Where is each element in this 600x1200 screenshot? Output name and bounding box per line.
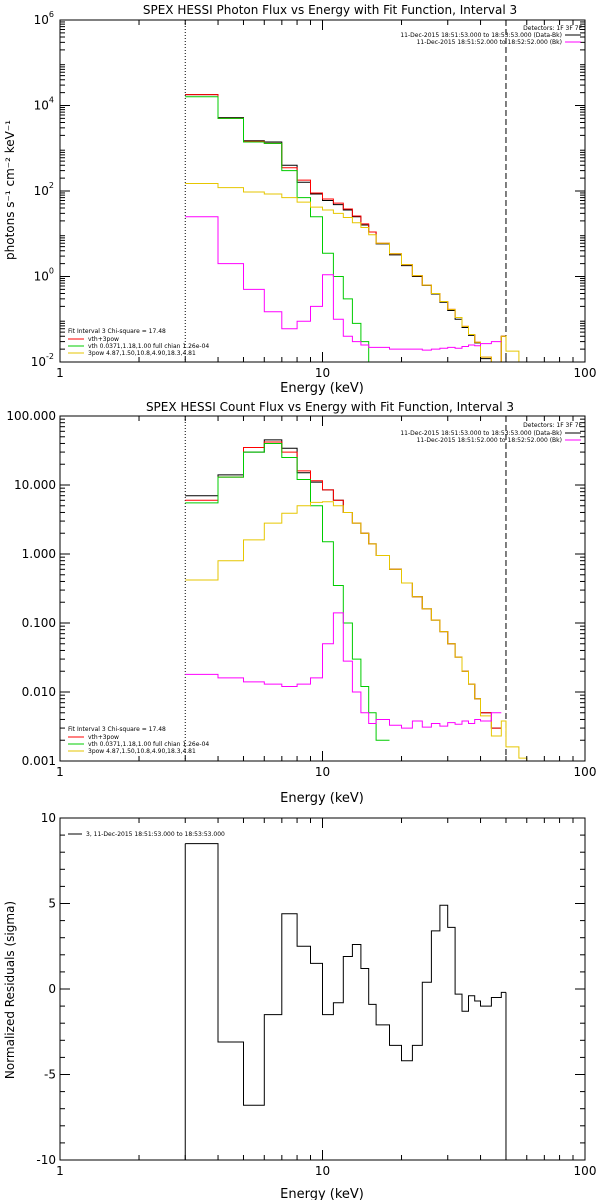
count-flux-chart: SPEX HESSI Count Flux vs Energy with Fit… — [6, 400, 596, 806]
legend-entry-bk: 11-Dec-2015 18:51:52.000 to 18:52:52.000… — [417, 39, 562, 46]
legend-header-fit: Fit Interval 3 Chi-square = 17.48 — [68, 726, 166, 733]
y-tick-label: 0.010 — [22, 685, 56, 699]
legend-entry-vth: vth 0.0371,1.18,1.00 full chian 1.26e-04 — [88, 741, 209, 748]
axis-ticks: 1 10 100 10-2 100 102 104 106 — [31, 10, 597, 380]
y-tick-label: 0 — [48, 982, 56, 996]
y-tick-label: 0.100 — [22, 616, 56, 630]
y-tick-label: 100.000 — [6, 409, 56, 423]
legend-entry-residuals: 3, 11-Dec-2015 18:51:53.000 to 18:53:53.… — [86, 831, 225, 838]
x-tick-label: 1 — [56, 765, 64, 779]
y-tick-label: 5 — [48, 897, 56, 911]
legend-entry-data-bk: 11-Dec-2015 18:51:53.000 to 18:53:53.000… — [400, 430, 562, 437]
series-line-3 — [185, 501, 553, 762]
legend-entry-3pow: 3pow 4.87,1.50,10.8,4.90,18.3,4.81 — [88, 350, 196, 357]
y-tick-label: 100 — [34, 267, 54, 284]
x-tick-label: 100 — [574, 1164, 597, 1178]
chart-title: SPEX HESSI Photon Flux vs Energy with Fi… — [143, 3, 517, 17]
x-tick-label: 100 — [574, 366, 597, 380]
x-tick-label: 100 — [574, 765, 597, 779]
x-tick-label: 10 — [315, 1164, 330, 1178]
y-tick-label: -5 — [44, 1068, 56, 1082]
axis-ticks: 1 10 100 0.001 0.010 0.100 1.000 10.000 100.000 — [6, 409, 596, 779]
x-tick-label: 10 — [315, 765, 330, 779]
legend-entry-3pow: 3pow 4.87,1.50,10.8,4.90,18.3,4.81 — [88, 748, 196, 755]
x-axis-label: Energy (keV) — [280, 381, 364, 396]
y-tick-label: 1.000 — [22, 547, 56, 561]
y-tick-label: 10-2 — [31, 352, 54, 369]
series-line-2 — [185, 443, 390, 741]
y-axis-label: photons s⁻¹ cm⁻² keV⁻¹ — [3, 120, 17, 260]
x-tick-label: 1 — [56, 366, 64, 380]
x-tick-label: 1 — [56, 1164, 64, 1178]
y-tick-label: -10 — [36, 1153, 56, 1167]
legend-entry-bk: 11-Dec-2015 18:51:52.000 to 18:52:52.000… — [417, 437, 562, 444]
photon-flux-chart: SPEX HESSI Photon Flux vs Energy with Fi… — [3, 3, 596, 396]
series-line-4 — [185, 612, 502, 729]
y-tick-label: 0.001 — [22, 754, 56, 768]
series-line-4 — [185, 216, 502, 351]
y-tick-label: 10 — [41, 811, 56, 825]
legend-entry-vth: vth 0.0371,1.18,1.00 full chian 1.26e-04 — [88, 343, 209, 350]
y-tick-label: 106 — [34, 10, 54, 27]
chart-plot-area — [184, 20, 527, 363]
legend-entry-vth-3pow: vth+3pow — [88, 734, 119, 741]
x-axis-label: Energy (keV) — [280, 1187, 364, 1200]
y-axis-label: Normalized Residuals (sigma) — [3, 901, 17, 1079]
chart-plot-area — [184, 843, 507, 1160]
y-tick-label: 102 — [34, 181, 54, 198]
y-tick-label: 10.000 — [14, 478, 56, 492]
legend-header-fit: Fit Interval 3 Chi-square = 17.48 — [68, 328, 166, 335]
x-tick-label: 10 — [315, 366, 330, 380]
series-line-2 — [185, 96, 390, 363]
x-axis-label: Energy (keV) — [280, 791, 364, 806]
legend-header-detectors: Detectors: 1F 3F 7F — [523, 422, 582, 429]
legend-entry-data-bk: 11-Dec-2015 18:51:53.000 to 18:53:53.000… — [400, 32, 562, 39]
y-tick-label: 104 — [34, 96, 54, 113]
legend-entry-vth-3pow: vth+3pow — [88, 336, 119, 343]
chart-plot-area — [184, 416, 553, 762]
series-line-0 — [185, 843, 506, 1106]
residuals-chart: 1 10 100 -10 -5 0 5 10 Energy (keV) Normalized … — [3, 811, 596, 1200]
chart-title: SPEX HESSI Count Flux vs Energy with Fit… — [146, 400, 514, 414]
axis-ticks: 1 10 100 -10 -5 0 5 10 — [36, 811, 596, 1178]
legend-header-detectors: Detectors: 1F 3F 7F — [523, 25, 582, 32]
